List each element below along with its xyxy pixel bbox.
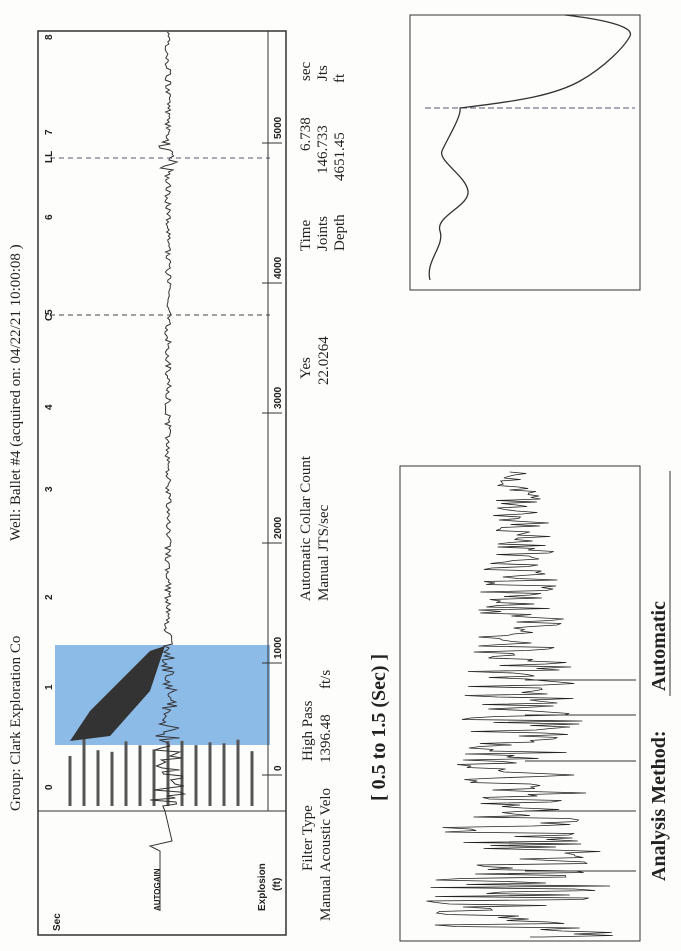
sec-tick-label: 2 (44, 594, 55, 600)
filter-value: High Pass (300, 700, 316, 761)
filter-label: Filter Type (300, 805, 316, 871)
sec-tick-label: 8 (44, 34, 55, 40)
sec-label: Sec (52, 913, 63, 931)
detail-wave (428, 14, 631, 281)
sec-tick-label: 5 (44, 309, 55, 315)
zoom-frame (399, 465, 641, 942)
depth-value: 4651.45 (332, 132, 348, 181)
sec-tick-label: 3 (44, 486, 55, 492)
jts-label: Manual JTS/sec (316, 504, 332, 601)
well: Well: Ballet #4 (acquired on: 04/22/21 1… (8, 244, 24, 541)
sec-tick-label: 0 (44, 784, 55, 790)
ft-tick-label: 3000 (273, 386, 284, 409)
depth-label: Depth (332, 214, 348, 251)
marker-label: LL (44, 151, 55, 163)
zoom-wave (426, 471, 636, 938)
gain-label: AUTOGAIN (153, 868, 162, 911)
burst (70, 646, 165, 741)
time-value: 6.738 (298, 117, 314, 151)
method-label: Analysis Method: (648, 730, 670, 881)
velo-value: 1396.48 (318, 714, 334, 763)
ft-label: (ft) (272, 878, 283, 891)
ft-tick-label: 2000 (273, 516, 284, 539)
trace-frame (37, 30, 287, 936)
velo-unit: ft/s (318, 670, 334, 689)
detail-frame (409, 14, 641, 291)
zoom-title: [ 0.5 to 1.5 (Sec) ] (368, 654, 390, 801)
joints-unit: Jts (315, 65, 331, 81)
sec-tick-label: 7 (44, 129, 55, 135)
ft-tick-label: 4000 (273, 256, 284, 279)
joints-label: Joints (315, 216, 331, 251)
joints-value: 146.733 (315, 125, 331, 174)
collar-value: Yes (298, 357, 314, 379)
sec-tick-label: 4 (44, 404, 55, 410)
wave (148, 31, 187, 911)
time-label: Time (298, 220, 314, 251)
velo-label: Manual Acoustic Velo (318, 788, 334, 921)
ft-tick-label: 5000 (273, 116, 284, 139)
marker-label: C (44, 314, 55, 321)
trace (68, 31, 254, 911)
jts-value: 22.0264 (316, 336, 332, 385)
time-unit: sec (298, 62, 314, 81)
group: Group: Clark Exploration Co (8, 636, 24, 811)
zoom-trace (426, 471, 613, 938)
depth-unit: ft (332, 73, 348, 83)
sec-tick-label: 1 (44, 684, 55, 690)
explosion-label: Explosion (257, 863, 268, 911)
method-value: Automatic (648, 601, 670, 691)
collar-label: Automatic Collar Count (298, 455, 314, 601)
ft-tick-label: 1000 (273, 636, 284, 659)
ft-tick-label: 0 (273, 765, 284, 771)
sec-tick-label: 6 (44, 214, 55, 220)
